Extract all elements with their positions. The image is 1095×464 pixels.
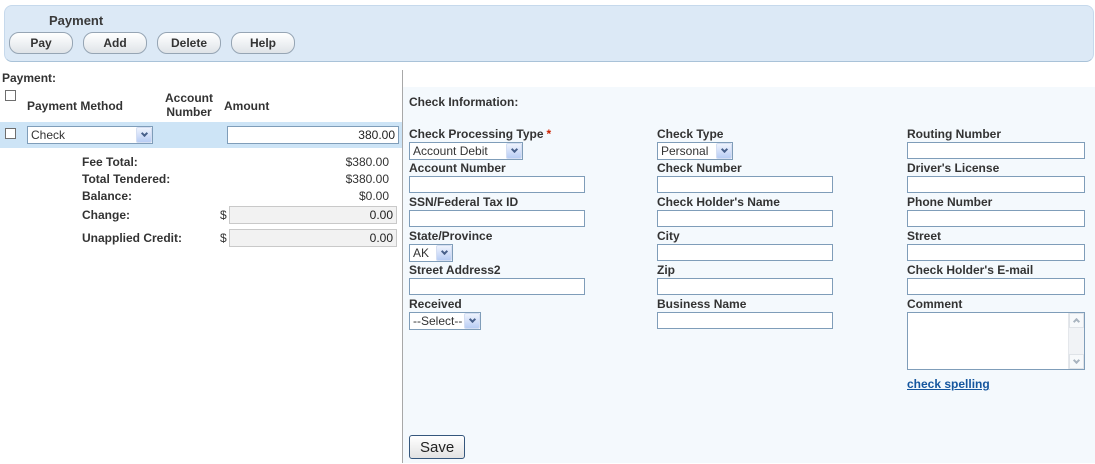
state-province-select[interactable]: AK xyxy=(409,244,453,262)
toolbar-title: Payment xyxy=(49,13,104,28)
totals-section: Fee Total: $380.00 Total Tendered: $380.… xyxy=(0,153,402,248)
check-type-select[interactable]: Personal xyxy=(657,142,733,160)
zip-field[interactable] xyxy=(657,278,833,295)
ssn-field[interactable] xyxy=(409,210,585,227)
check-holder-email-field[interactable] xyxy=(907,278,1085,295)
check-number-label: Check Number xyxy=(657,161,742,175)
street-field[interactable] xyxy=(907,244,1085,261)
check-information-form: Check Processing Type * Account Debit Acc… xyxy=(409,127,1095,391)
phone-number-field[interactable] xyxy=(907,210,1085,227)
check-holder-name-label: Check Holder's Name xyxy=(657,195,780,209)
balance-label: Balance: xyxy=(82,188,133,203)
column-amount: Amount xyxy=(224,98,270,113)
city-label: City xyxy=(657,229,680,243)
payment-panel: Payment: Payment Method Account Number A… xyxy=(0,62,402,463)
comment-box xyxy=(907,312,1085,370)
street-label: Street xyxy=(907,229,942,243)
payment-method-select[interactable]: Check xyxy=(27,126,153,144)
row-checkbox[interactable] xyxy=(5,128,16,139)
payment-row: Check xyxy=(0,122,402,148)
required-asterisk: * xyxy=(546,127,552,141)
check-processing-type-label: Check Processing Type * xyxy=(409,127,552,141)
city-field[interactable] xyxy=(657,244,833,261)
payment-method-value: Check xyxy=(31,128,66,142)
received-label: Received xyxy=(409,297,462,311)
add-button[interactable]: Add xyxy=(83,32,147,54)
comment-scrollbar[interactable] xyxy=(1068,313,1084,369)
chevron-down-icon xyxy=(464,313,480,329)
save-button[interactable]: Save xyxy=(409,435,466,459)
delete-button[interactable]: Delete xyxy=(157,32,221,54)
column-payment-method: Payment Method xyxy=(27,98,124,113)
currency-symbol: $ xyxy=(220,208,227,222)
panel-spacer xyxy=(403,70,1095,87)
column-account-number: Account Number xyxy=(165,90,213,119)
comment-label: Comment xyxy=(907,297,963,311)
check-number-field[interactable] xyxy=(657,176,833,193)
toolbar-buttons: Pay Add Delete Help xyxy=(5,28,1093,54)
street-address2-label: Street Address2 xyxy=(409,263,501,277)
fee-total-row: Fee Total: $380.00 xyxy=(0,153,402,170)
state-province-label: State/Province xyxy=(409,229,493,243)
chevron-down-icon xyxy=(716,143,732,159)
select-all-checkbox[interactable] xyxy=(5,90,16,101)
help-button[interactable]: Help xyxy=(231,32,295,54)
fee-total-label: Fee Total: xyxy=(82,154,138,169)
check-spelling-link[interactable]: check spelling xyxy=(907,377,990,391)
received-select[interactable]: --Select-- xyxy=(409,312,481,330)
change-row: Change: $ xyxy=(0,205,402,225)
content-area: Payment: Payment Method Account Number A… xyxy=(0,62,1095,463)
amount-input[interactable] xyxy=(227,126,399,144)
unapplied-credit-label: Unapplied Credit: xyxy=(82,231,183,245)
ssn-label: SSN/Federal Tax ID xyxy=(409,195,519,209)
form-column-2: Check Type Personal Check Number Check H… xyxy=(657,127,907,331)
check-information-body: Check Information: Check Processing Type… xyxy=(403,87,1095,463)
balance-value: $0.00 xyxy=(358,188,389,203)
routing-number-label: Routing Number xyxy=(907,127,1001,141)
business-name-label: Business Name xyxy=(657,297,747,311)
balance-row: Balance: $0.00 xyxy=(0,187,402,204)
currency-symbol: $ xyxy=(220,231,227,245)
total-tendered-label: Total Tendered: xyxy=(82,171,171,186)
street-address2-field[interactable] xyxy=(409,278,585,295)
unapplied-credit-row: Unapplied Credit: $ xyxy=(0,228,402,248)
routing-number-field[interactable] xyxy=(907,142,1085,159)
business-name-field[interactable] xyxy=(657,312,833,329)
drivers-license-field[interactable] xyxy=(907,176,1085,193)
zip-label: Zip xyxy=(657,263,675,277)
account-number-field[interactable] xyxy=(409,176,585,193)
pay-button[interactable]: Pay xyxy=(9,32,73,54)
change-input[interactable] xyxy=(229,206,397,224)
unapplied-credit-input[interactable] xyxy=(229,229,397,247)
check-information-title: Check Information: xyxy=(409,95,519,109)
form-column-3: Routing Number Driver's License Phone Nu… xyxy=(907,127,1095,391)
drivers-license-label: Driver's License xyxy=(907,161,1000,175)
change-label: Change: xyxy=(82,208,130,222)
chevron-down-icon xyxy=(436,245,452,261)
payment-toolbar: Payment Pay Add Delete Help xyxy=(4,5,1094,62)
check-processing-type-select[interactable]: Account Debit xyxy=(409,142,523,160)
check-holder-name-field[interactable] xyxy=(657,210,833,227)
chevron-down-icon xyxy=(136,127,152,143)
chevron-down-icon[interactable] xyxy=(1069,354,1084,369)
payment-section-label: Payment: xyxy=(2,71,57,85)
check-information-panel: Check Information: Check Processing Type… xyxy=(402,70,1095,463)
total-tendered-row: Total Tendered: $380.00 xyxy=(0,170,402,187)
phone-number-label: Phone Number xyxy=(907,195,993,209)
total-tendered-value: $380.00 xyxy=(345,171,389,186)
check-holder-email-label: Check Holder's E-mail xyxy=(907,263,1034,277)
payment-table-header: Payment Method Account Number Amount xyxy=(0,89,402,122)
chevron-up-icon[interactable] xyxy=(1069,313,1084,328)
chevron-down-icon xyxy=(506,143,522,159)
check-type-label: Check Type xyxy=(657,127,724,141)
comment-textarea[interactable] xyxy=(908,313,1084,369)
form-column-1: Check Processing Type * Account Debit Acc… xyxy=(409,127,657,331)
fee-total-value: $380.00 xyxy=(345,154,389,169)
account-number-label: Account Number xyxy=(409,161,506,175)
